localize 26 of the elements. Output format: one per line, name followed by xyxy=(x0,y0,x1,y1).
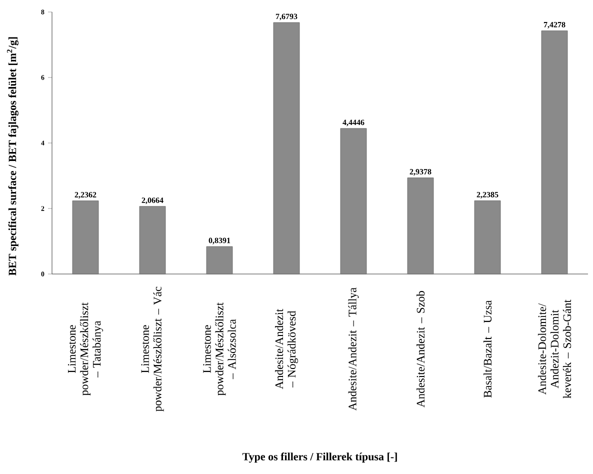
data-label: 7,4278 xyxy=(544,22,566,29)
bar xyxy=(206,246,233,274)
bar xyxy=(72,200,99,274)
bar xyxy=(273,22,300,274)
bar xyxy=(474,200,501,274)
data-label: 0,8391 xyxy=(208,238,230,244)
bar xyxy=(340,128,367,274)
x-axis-title: Type os fillers / Fillerek típusa [-] xyxy=(242,452,397,463)
bar xyxy=(541,30,568,274)
x-tick-label: Limestone powder/Mészkőliszt – Tatabánya xyxy=(68,302,104,396)
data-label: 4,4446 xyxy=(342,120,364,126)
x-tick-label: Limestone powder/Mészkőliszt – Vác xyxy=(141,286,164,412)
y-axis-title: BET specifical surface / BET fajlagos felület [m$^{2}$/g] xyxy=(6,37,18,276)
data-label: 7,6793 xyxy=(276,14,298,20)
data-label: 2,2362 xyxy=(74,192,96,199)
data-label: 2,9378 xyxy=(410,169,432,176)
x-tick-label: Basalt/Bazalt – Uzsa xyxy=(483,300,492,398)
bar xyxy=(139,206,166,274)
bar xyxy=(407,178,434,274)
data-label: 2,2385 xyxy=(476,192,498,198)
x-tick-label: Andesite/Andezit – Tállya xyxy=(348,288,359,411)
x-tick-label: Andesite/Andezit – Szob xyxy=(416,291,425,408)
data-label: 2,0664 xyxy=(142,198,164,204)
x-tick-label: Andesite-Dolomite/ Andezit-Dolomit keverék – Szob-Gánt xyxy=(538,300,572,398)
x-tick-label: Andesite/Andezit – Nógrádkövesd xyxy=(275,308,298,390)
x-tick-label: Limestone powder/Mészkőliszt – Alsózsolca xyxy=(203,302,236,396)
